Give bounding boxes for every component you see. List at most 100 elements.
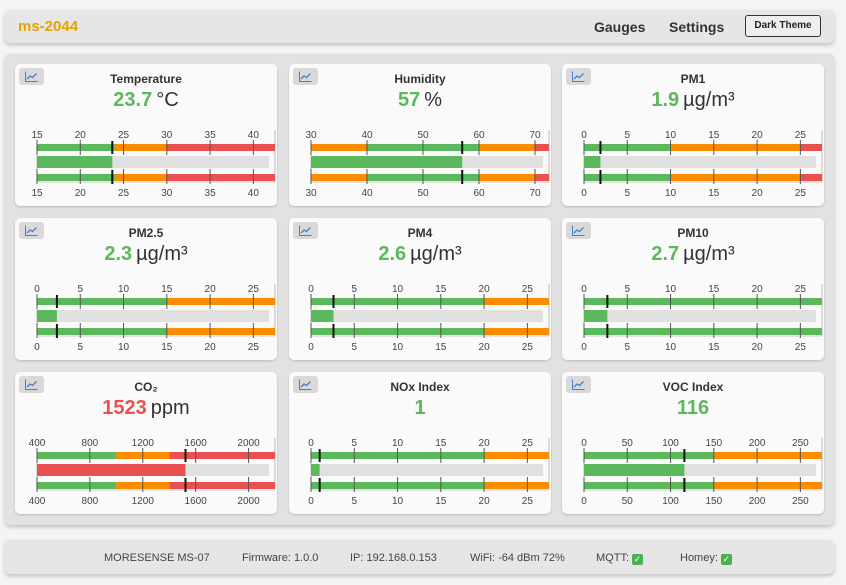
zone-band-top — [535, 144, 549, 151]
homey-label: Homey: — [680, 552, 718, 564]
gauge-tick-label-bottom: 1200 — [132, 496, 155, 507]
sensor-value: 1 — [414, 397, 426, 419]
gauge-tick-label-bottom: 100 — [662, 496, 679, 507]
dark-theme-button[interactable]: Dark Theme — [745, 15, 821, 37]
sensor-reading: 23.7 °C — [15, 88, 277, 112]
sensor-card: PM10 2.7 µg/m³ 0 0 5 5 10 10 15 15 20 20 25 25 — [562, 218, 824, 360]
gauge-tick-label-bottom: 25 — [248, 342, 260, 353]
line-chart-icon — [572, 379, 585, 390]
gauge-tick-label-bottom: 1600 — [185, 496, 208, 507]
zone-band-top — [114, 144, 167, 151]
history-chart-button[interactable] — [19, 376, 44, 393]
history-chart-button[interactable] — [293, 222, 318, 239]
zone-band-top — [166, 298, 275, 305]
gauge-tick-label-top: 25 — [522, 438, 534, 449]
gauge-tick-label-top: 20 — [752, 130, 764, 141]
gauge-tick-label-bottom: 25 — [795, 342, 807, 353]
zone-band-top — [584, 452, 714, 459]
zone-band-top — [713, 452, 822, 459]
linear-gauge: 0 0 5 5 10 10 15 15 20 20 25 25 — [581, 130, 823, 199]
sensor-title: PM10 — [677, 226, 709, 240]
line-chart-icon — [572, 71, 585, 82]
gauge-tick-label-top: 20 — [752, 284, 764, 295]
wifi-status: WiFi: -64 dBm 72% — [470, 552, 565, 564]
gauge-tick-label-bottom: 0 — [581, 188, 587, 199]
zone-band-bottom — [166, 328, 275, 335]
gauge-tick-label-top: 150 — [705, 438, 722, 449]
gauge-tick-label-bottom: 25 — [522, 342, 534, 353]
gauge-tick-label-bottom: 5 — [77, 342, 83, 353]
sensor-reading: 1 — [289, 396, 551, 420]
sensor-title: PM4 — [407, 226, 433, 240]
gauge-tick-label-top: 0 — [308, 284, 314, 295]
gauge-tick-label-bottom: 400 — [29, 496, 46, 507]
gauge-tick-label-top: 15 — [31, 130, 43, 141]
device-name[interactable]: ms-2044 — [18, 18, 79, 35]
gauge-tick-label-bottom: 25 — [795, 188, 807, 199]
zone-band-bottom — [166, 174, 275, 181]
gauge-tick-label-top: 1200 — [132, 438, 155, 449]
history-chart-button[interactable] — [566, 222, 591, 239]
gauge-tick-label-bottom: 20 — [752, 342, 764, 353]
sensor-unit: ppm — [150, 397, 190, 419]
gauge-tick-label-top: 15 — [161, 284, 173, 295]
zone-band-top — [479, 144, 535, 151]
sensor-value: 1.9 — [651, 89, 680, 111]
zone-band-bottom — [484, 482, 549, 489]
nav-settings[interactable]: Settings — [669, 19, 725, 35]
sensor-card: PM4 2.6 µg/m³ 0 0 5 5 10 10 15 15 20 20 25 25 — [289, 218, 551, 360]
history-chart-button[interactable] — [566, 376, 591, 393]
gauge-tick-label-bottom: 15 — [435, 342, 447, 353]
gauge-tick-label-bottom: 15 — [161, 342, 173, 353]
sensor-unit: µg/m³ — [683, 89, 735, 111]
gauge-tick-label-bottom: 30 — [305, 188, 317, 199]
gauge-tick-label-top: 25 — [795, 284, 807, 295]
zone-band-top — [311, 144, 367, 151]
top-navbar: ms-2044 Gauges Settings Dark Theme — [5, 10, 834, 43]
gauge-tick-label-top: 0 — [34, 284, 40, 295]
gauge-tick-label-bottom: 0 — [34, 342, 40, 353]
history-chart-button[interactable] — [19, 222, 44, 239]
gauge-tick-label-bottom: 70 — [529, 188, 541, 199]
gauge-tick-label-bottom: 800 — [82, 496, 99, 507]
gauge-tick-label-bottom: 5 — [351, 496, 357, 507]
sensor-reading: 57% — [289, 88, 551, 112]
sensor-unit: µg/m³ — [136, 243, 188, 265]
gauge-tick-label-top: 20 — [479, 284, 491, 295]
history-chart-button[interactable] — [293, 376, 318, 393]
zone-band-bottom — [479, 174, 535, 181]
gauge-tick-label-bottom: 15 — [31, 188, 43, 199]
gauge-tick-label-top: 20 — [205, 284, 217, 295]
gauge-tick-label-bottom: 20 — [479, 496, 491, 507]
zone-band-bottom — [800, 174, 822, 181]
ip-address: IP: 192.168.0.153 — [350, 552, 437, 564]
gauge-tick-label-bottom: 5 — [624, 342, 630, 353]
zone-band-bottom — [311, 174, 367, 181]
gauge-track — [584, 310, 817, 322]
gauge-tick-label-top: 0 — [581, 284, 587, 295]
gauge-tick-label-top: 250 — [792, 438, 809, 449]
history-chart-button[interactable] — [19, 68, 44, 85]
sensor-reading: 2.6 µg/m³ — [289, 242, 551, 266]
line-chart-icon — [25, 379, 38, 390]
history-chart-button[interactable] — [566, 68, 591, 85]
sensor-card: NOx Index 1 0 0 5 5 10 10 15 15 20 20 25 25 — [289, 372, 551, 514]
sensor-value: 2.6 — [378, 243, 407, 265]
gauge-tick-label-top: 5 — [351, 438, 357, 449]
gauge-tick-label-top: 5 — [624, 130, 630, 141]
gauge-tick-label-bottom: 30 — [161, 188, 173, 199]
gauge-tick-label-bottom: 20 — [75, 188, 87, 199]
zone-band-bottom — [713, 482, 822, 489]
sensor-card: Temperature 23.7 °C 15 15 20 20 25 25 30 30 35 35 40 4… — [15, 64, 277, 206]
gauge-tick-label-bottom: 5 — [624, 188, 630, 199]
gauge-value-bar — [37, 310, 57, 322]
line-chart-icon — [25, 225, 38, 236]
gauge-tick-label-top: 25 — [248, 284, 260, 295]
gauge-tick-label-top: 0 — [581, 438, 587, 449]
gauge-tick-label-bottom: 40 — [248, 188, 260, 199]
gauge-tick-label-top: 0 — [581, 130, 587, 141]
nav-gauges[interactable]: Gauges — [594, 19, 646, 35]
mqtt-status: MQTT: ✓ — [596, 552, 643, 565]
history-chart-button[interactable] — [293, 68, 318, 85]
linear-gauge: 15 15 20 20 25 25 30 30 35 35 40 40 — [31, 130, 276, 199]
